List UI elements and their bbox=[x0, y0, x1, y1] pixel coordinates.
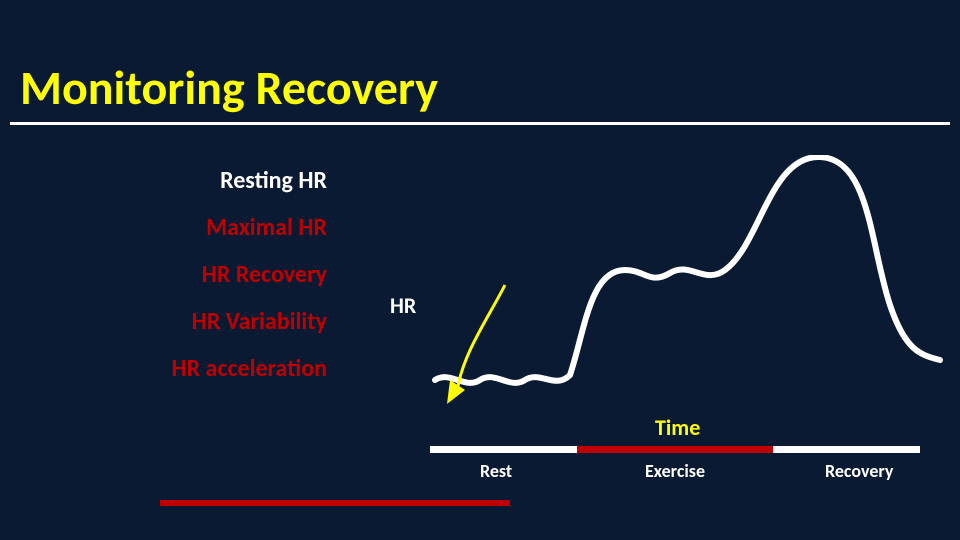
list-item-variability: HR Variability bbox=[122, 307, 327, 336]
list-item-resting: Resting HR bbox=[122, 166, 327, 195]
phase-seg-rest bbox=[430, 446, 577, 453]
hr-chart: HR Time Rest Exercise Recovery bbox=[395, 160, 955, 445]
phase-label-exercise: Exercise bbox=[645, 460, 705, 482]
footer-accent-bar bbox=[160, 500, 510, 506]
phase-bar bbox=[430, 446, 920, 453]
y-axis-label: HR bbox=[390, 292, 416, 319]
metric-list: Resting HR Maximal HR HR Recovery HR Var… bbox=[122, 166, 327, 401]
list-item-acceleration: HR acceleration bbox=[122, 354, 327, 383]
arrow-shaft bbox=[457, 285, 505, 392]
phase-labels: Rest Exercise Recovery bbox=[430, 460, 920, 484]
phase-seg-exercise bbox=[577, 446, 773, 453]
phase-label-rest: Rest bbox=[480, 460, 512, 482]
arrow-head bbox=[447, 380, 465, 404]
rest-arrow-icon bbox=[447, 280, 527, 410]
x-axis-label: Time bbox=[655, 414, 700, 441]
page-title: Monitoring Recovery bbox=[20, 58, 438, 117]
title-underline bbox=[10, 122, 950, 125]
phase-label-recovery: Recovery bbox=[825, 460, 893, 482]
phase-seg-recovery bbox=[773, 446, 920, 453]
list-item-recovery: HR Recovery bbox=[122, 260, 327, 289]
list-item-maximal: Maximal HR bbox=[122, 213, 327, 242]
